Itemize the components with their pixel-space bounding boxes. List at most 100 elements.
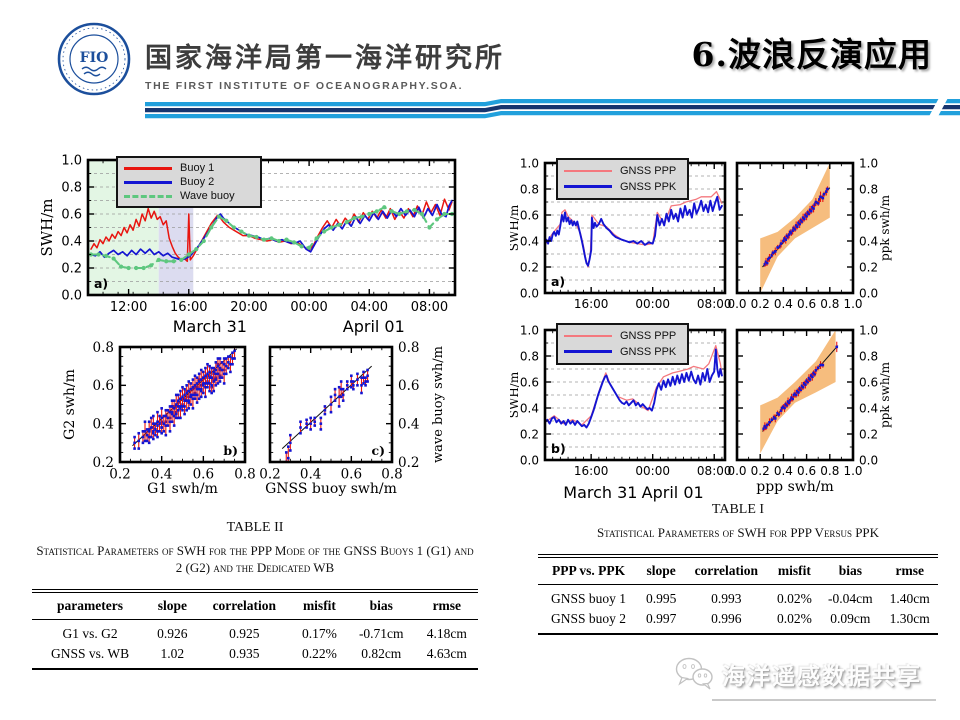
table1-caption: Statistical Parameters of SWH for PPP Ve… [596,525,880,540]
svg-text:ppk swh/m: ppk swh/m [878,194,892,261]
legend-label: GNSS PPP [620,330,677,343]
svg-text:0.8: 0.8 [520,182,539,196]
svg-text:0.0: 0.0 [859,453,878,467]
svg-text:0.8: 0.8 [859,182,878,196]
table-cell: 1.40cm [889,590,930,606]
timeseries-gnss-b-chart: 16:00 00:00 08:00 0.0 0.2 0.4 0.6 0.8 1.0 SWH/m Ma… [510,323,732,502]
legend-item: GNSS PPP [564,165,681,177]
svg-text:0.2: 0.2 [61,262,82,277]
svg-text:0.4: 0.4 [520,401,539,415]
table-cell: GNSS buoy 2 [551,610,627,626]
table-header-cell: parameters [32,590,149,620]
svg-text:0.6: 0.6 [797,297,816,311]
buoys-legend: Buoy 1 Buoy 2 Wave buoy [116,156,262,208]
slide-title: 6.波浪反演应用 [691,35,932,74]
svg-text:0.8: 0.8 [398,340,419,356]
header-stripes [145,96,960,122]
table-cell: 4.18cm [426,625,467,641]
scatter-ppp-ppk-b-chart: 0.0 0.2 0.4 0.6 0.8 1.00.00.20.40.60.81.0ppk … [727,323,892,495]
svg-text:wave buoy swh/m: wave buoy swh/m [431,346,446,463]
legend-line-sample [564,185,612,189]
svg-text:0.4: 0.4 [774,297,793,311]
svg-text:1.0: 1.0 [859,156,878,170]
svg-text:April 01: April 01 [642,483,704,502]
gnss-b-legend: GNSS PPP GNSS PPK [556,323,689,365]
legend-item: GNSS PPP [564,330,681,342]
table-cell: 0.17% [302,625,337,641]
table-header-cell: correlation [683,555,770,585]
svg-text:08:00: 08:00 [697,464,732,478]
watermark: 海洋遥感数据共享 [674,656,922,692]
table-cell: -0.04cm [828,590,873,606]
table-row: GNSS buoy 2 0.997 0.996 0.02% 0.09cm 1.30cm [538,609,938,634]
table2-title: TABLE II [226,520,284,535]
svg-text:c): c) [371,443,385,458]
table-cell: G1 vs. G2 [62,625,118,641]
brand-name-en: THE FIRST INSTITUTE OF OCEANOGRAPHY.SOA. [145,80,464,92]
svg-text:0.2: 0.2 [259,467,280,483]
legend-label: GNSS PPP [620,165,677,178]
svg-text:G2 swh/m: G2 swh/m [62,369,78,440]
svg-text:0.2: 0.2 [520,260,539,274]
table-cell: GNSS vs. WB [50,645,130,661]
svg-text:0.4: 0.4 [859,401,878,415]
gnss-a-legend: GNSS PPP GNSS PPK [556,158,689,200]
legend-line-sample [124,166,172,170]
svg-text:08:00: 08:00 [697,297,732,311]
table-header-cell: rmse [881,555,938,585]
table-cell: 0.996 [711,610,742,626]
table-header-cell: slope [639,555,684,585]
svg-text:0.6: 0.6 [341,467,362,483]
table-cell: 0.02% [776,610,812,626]
svg-text:08:00: 08:00 [411,300,448,315]
legend-label: Buoy 2 [180,176,215,188]
svg-text:0.6: 0.6 [520,375,539,389]
table-cell: 0.926 [157,625,188,641]
svg-text:16:00: 16:00 [170,300,207,315]
legend-line-sample [564,350,612,354]
svg-text:0.2: 0.2 [751,297,770,311]
svg-text:0.8: 0.8 [93,340,114,356]
svg-text:0.4: 0.4 [61,235,82,250]
svg-text:0.0: 0.0 [520,453,539,467]
legend-item: Buoy 1 [124,162,254,174]
svg-text:ppp swh/m: ppp swh/m [756,479,834,495]
timeseries-gnss-a-chart: 16:00 00:00 08:00 0.0 0.2 0.4 0.6 0.8 1.0 SWH/m a) [510,156,732,311]
svg-text:0.8: 0.8 [234,467,255,483]
svg-text:16:00: 16:00 [574,297,609,311]
table-cell: 0.82cm [361,645,402,661]
svg-text:March 31: March 31 [173,317,247,336]
brand-name-cn: 国家海洋局第一海洋研究所 [145,43,505,73]
table-cell: 0.997 [645,610,677,626]
table1-title: TABLE I [711,502,765,517]
legend-item: Wave buoy [124,190,254,202]
table-cell: 0.995 [645,590,677,606]
svg-text:0.4: 0.4 [774,464,793,478]
svg-text:ppk swh/m: ppk swh/m [878,361,892,428]
svg-text:G1 swh/m: G1 swh/m [147,481,218,497]
legend-label: Buoy 1 [180,162,215,174]
svg-text:a): a) [94,276,108,291]
watermark-text: 海洋遥感数据共享 [722,663,922,689]
table2-block: TABLE II Statistical Parameters of SWH f… [32,520,478,670]
table-header-cell: misfit [291,590,347,620]
watermark-underline [712,699,936,701]
svg-text:1.0: 1.0 [843,464,862,478]
svg-text:0.2: 0.2 [751,464,770,478]
svg-text:0.4: 0.4 [859,234,878,248]
svg-text:0.0: 0.0 [859,286,878,300]
svg-text:0.0: 0.0 [520,286,539,300]
legend-label: Wave buoy [180,190,235,202]
svg-text:04:00: 04:00 [351,300,388,315]
table-header-cell: rmse [415,590,478,620]
table1: PPP vs. PPK slope correlation misfit bias rms… [538,553,938,635]
table-header-cell: correlation [196,590,292,620]
table-header-cell: slope [148,590,197,620]
legend-line-sample [124,194,172,198]
table-cell: 0.02% [776,590,812,606]
svg-text:SWH/m: SWH/m [38,198,56,256]
svg-text:0.8: 0.8 [61,181,82,196]
svg-text:0.8: 0.8 [381,467,402,483]
table-cell: GNSS buoy 1 [551,590,627,606]
table2-caption: Statistical Parameters of SWH for the PP… [36,543,474,575]
